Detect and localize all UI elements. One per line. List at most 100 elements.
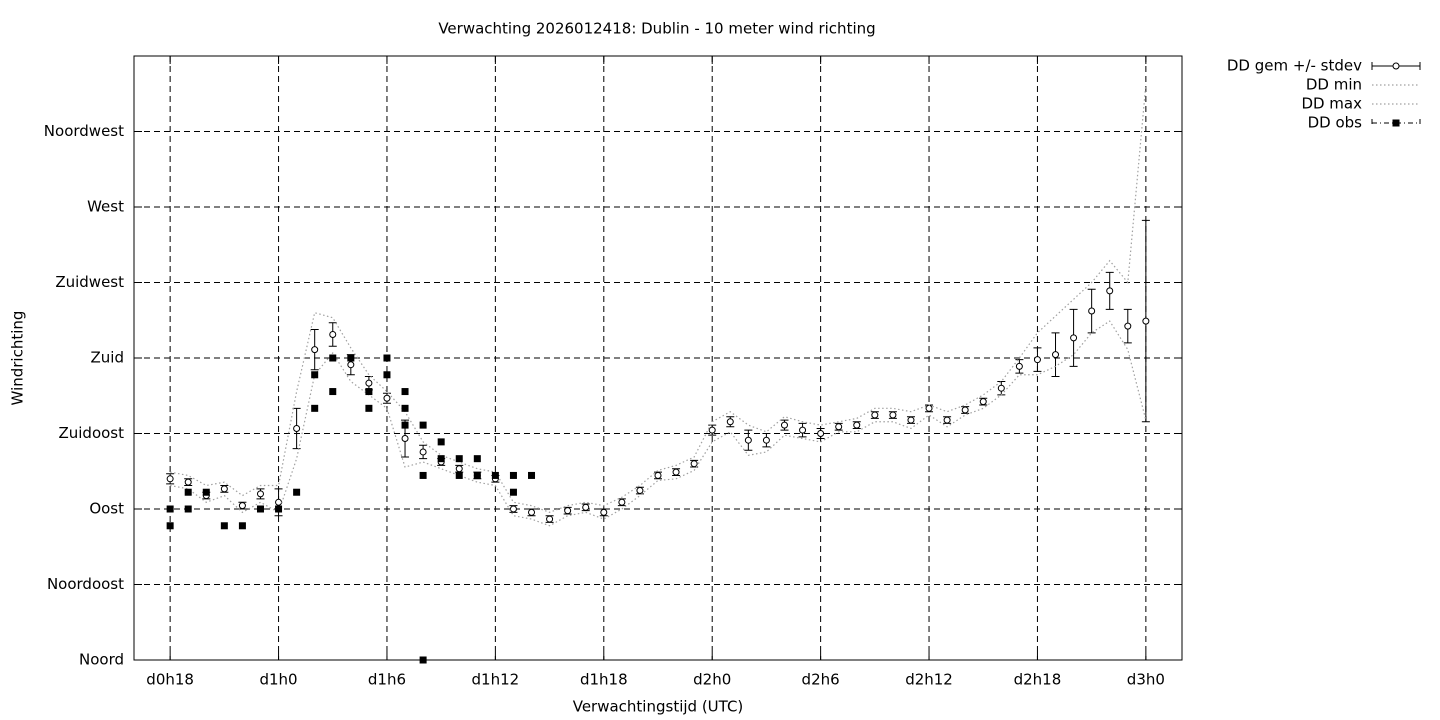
mean-point <box>184 478 192 486</box>
mean-point <box>1124 322 1132 330</box>
y-tick-label: Noord <box>79 651 124 669</box>
mean-point <box>654 471 662 479</box>
mean-point <box>455 465 463 473</box>
obs-point <box>491 471 499 479</box>
mean-point <box>708 426 716 434</box>
mean-point <box>1052 351 1060 359</box>
y-tick-label: Zuid <box>91 349 124 367</box>
mean-point <box>365 379 373 387</box>
obs-point <box>166 522 174 530</box>
obs-point <box>311 404 319 412</box>
obs-point <box>401 388 409 396</box>
y-tick-label: West <box>87 198 124 216</box>
obs-point <box>383 371 391 379</box>
obs-point <box>455 471 463 479</box>
obs-point <box>238 522 246 530</box>
mean-point <box>401 435 409 443</box>
obs-point <box>365 404 373 412</box>
mean-point <box>293 424 301 432</box>
mean-point <box>925 404 933 412</box>
x-tick-label: d1h12 <box>472 671 520 689</box>
legend-marker <box>1392 119 1400 127</box>
mean-point <box>762 436 770 444</box>
mean-point <box>311 346 319 354</box>
obs-point <box>220 522 228 530</box>
legend-label: DD max <box>1301 95 1362 113</box>
obs-point <box>419 471 427 479</box>
x-tick-label: d3h0 <box>1127 671 1165 689</box>
mean-point <box>275 498 283 506</box>
obs-point <box>401 404 409 412</box>
mean-point <box>618 498 626 506</box>
y-tick-label: Zuidoost <box>58 424 124 442</box>
mean-point <box>1142 317 1150 325</box>
x-tick-label: d2h18 <box>1014 671 1062 689</box>
obs-point <box>311 371 319 379</box>
mean-point <box>1033 356 1041 364</box>
legend-label: DD gem +/- stdev <box>1227 57 1362 75</box>
mean-point <box>564 507 572 515</box>
obs-point <box>383 354 391 362</box>
mean-point <box>672 468 680 476</box>
legend-label: DD min <box>1306 76 1362 94</box>
mean-point <box>166 475 174 483</box>
x-axis-label: Verwachtingstijd (UTC) <box>573 698 744 716</box>
mean-point <box>329 331 337 339</box>
obs-point <box>419 421 427 429</box>
mean-point <box>383 394 391 402</box>
legend-marker <box>1392 62 1400 70</box>
obs-point <box>419 656 427 664</box>
mean-point <box>600 508 608 516</box>
plot-frame <box>133 55 1183 661</box>
mean-point <box>817 430 825 437</box>
mean-point <box>582 503 590 511</box>
mean-point <box>1088 307 1096 315</box>
x-tick-label: d2h0 <box>693 671 731 689</box>
mean-point <box>943 416 951 424</box>
mean-point <box>528 508 536 516</box>
y-tick-label: Zuidwest <box>55 273 124 291</box>
obs-point <box>509 488 517 496</box>
mean-point <box>1070 334 1078 342</box>
obs-point <box>528 471 536 479</box>
mean-point <box>889 411 897 419</box>
mean-point <box>997 384 1005 392</box>
mean-point <box>256 490 264 498</box>
x-tick-label: d1h0 <box>259 671 297 689</box>
x-tick-label: d1h18 <box>580 671 628 689</box>
y-tick-label: Noordoost <box>47 575 124 593</box>
obs-point <box>365 388 373 396</box>
legend-label: DD obs <box>1308 114 1363 132</box>
mean-point <box>907 416 915 424</box>
x-tick-label: d1h6 <box>368 671 406 689</box>
mean-point <box>726 418 734 426</box>
mean-point <box>744 436 752 444</box>
mean-point <box>979 398 987 406</box>
obs-point <box>184 505 192 513</box>
mean-point <box>780 421 788 429</box>
obs-point <box>184 488 192 496</box>
mean-point <box>1015 362 1023 370</box>
chart-title: Verwachting 2026012418: Dublin - 10 mete… <box>438 20 875 38</box>
mean-point <box>546 515 554 523</box>
mean-point <box>419 448 427 456</box>
x-tick-label: d2h12 <box>905 671 953 689</box>
obs-point <box>473 471 481 479</box>
mean-point <box>509 505 517 513</box>
x-tick-label: d0h18 <box>146 671 194 689</box>
mean-point <box>835 423 843 431</box>
obs-point <box>437 438 445 446</box>
obs-point <box>401 421 409 429</box>
mean-point <box>347 361 355 369</box>
mean-point <box>799 426 807 434</box>
x-tick-label: d2h6 <box>802 671 840 689</box>
obs-point <box>347 354 355 362</box>
obs-point <box>509 471 517 479</box>
obs-point <box>166 505 174 513</box>
mean-point <box>238 502 246 510</box>
mean-point <box>871 411 879 419</box>
y-tick-label: Noordwest <box>44 122 124 140</box>
mean-point <box>853 421 861 429</box>
y-axis-label: Windrichting <box>9 311 27 406</box>
